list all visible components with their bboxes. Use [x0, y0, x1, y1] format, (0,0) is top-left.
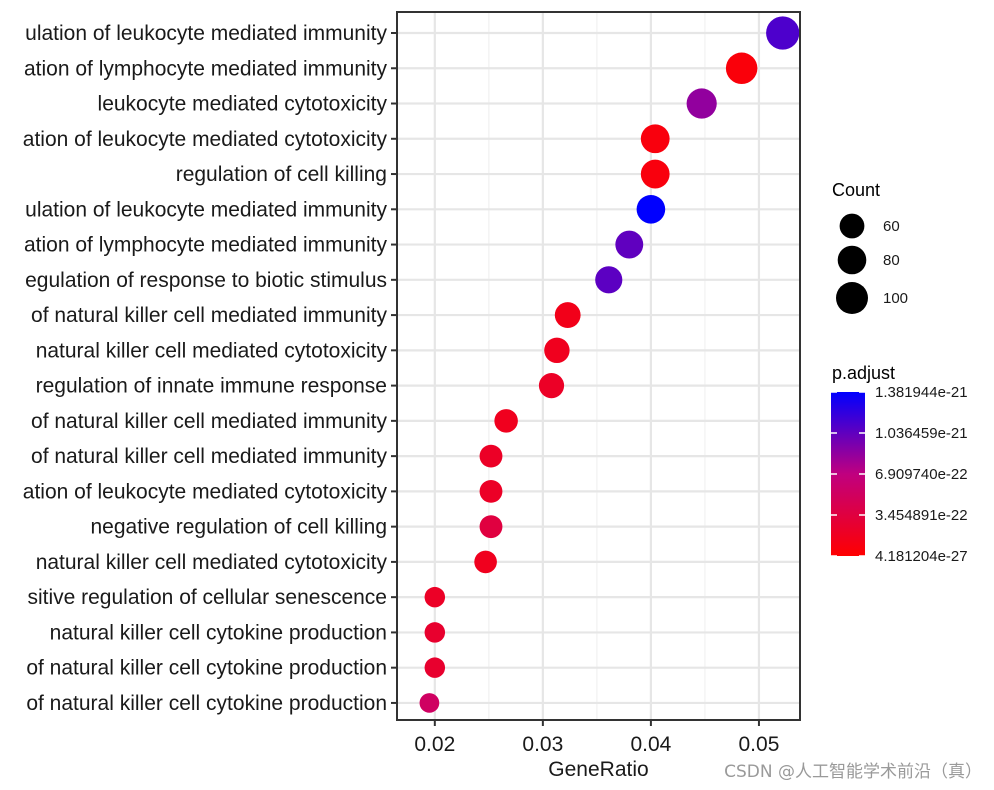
- x-tick-label: 0.03: [522, 733, 563, 756]
- panel-border: [396, 11, 801, 721]
- color-legend-label: 6.909740e-22: [875, 466, 968, 483]
- data-point: [479, 444, 503, 468]
- y-tick-label: regulation of cell killing: [176, 163, 387, 186]
- watermark: CSDN @人工智能学术前沿（真）: [724, 762, 982, 782]
- size-legend-key: [837, 245, 867, 275]
- size-legend-label: 60: [883, 218, 900, 235]
- y-tick-label: of natural killer cell mediated immunity: [31, 304, 387, 327]
- y-tick-label: natural killer cell mediated cytotoxicit…: [36, 551, 388, 574]
- size-legend-label: 100: [883, 290, 908, 307]
- data-point: [419, 693, 440, 713]
- data-point: [636, 194, 666, 224]
- size-legend-key: [836, 282, 868, 314]
- y-tick-label: of natural killer cell cytokine producti…: [26, 657, 387, 680]
- x-tick-label: 0.02: [414, 733, 455, 756]
- y-tick-label: ation of lymphocyte mediated immunity: [24, 57, 387, 80]
- y-tick-label: of natural killer cell cytokine producti…: [26, 692, 387, 715]
- y-tick-label: natural killer cell cytokine production: [50, 621, 387, 644]
- data-point: [595, 266, 623, 294]
- size-legend-label: 80: [883, 252, 900, 269]
- color-legend-label: 1.036459e-21: [875, 425, 968, 442]
- x-tick-label: 0.05: [739, 733, 780, 756]
- data-point: [766, 16, 800, 50]
- data-point: [479, 479, 503, 503]
- y-tick-label: ation of leukocyte mediated cytotoxicity: [23, 480, 388, 503]
- y-tick-label: ation of leukocyte mediated cytotoxicity: [23, 128, 388, 151]
- color-legend-title: p.adjust: [832, 363, 895, 383]
- y-tick-label: regulation of innate immune response: [36, 375, 387, 398]
- y-tick-label: ation of lymphocyte mediated immunity: [24, 234, 387, 257]
- data-point: [424, 622, 446, 643]
- data-point: [615, 230, 644, 259]
- y-tick-label: natural killer cell mediated cytotoxicit…: [36, 339, 388, 362]
- x-tick-label: 0.04: [630, 733, 671, 756]
- color-legend-label: 1.381944e-21: [875, 384, 968, 401]
- data-point: [544, 337, 570, 364]
- y-tick-label: egulation of response to biotic stimulus: [25, 269, 387, 292]
- data-point: [424, 657, 446, 678]
- data-point: [640, 159, 670, 189]
- data-point: [538, 373, 565, 399]
- y-tick-label: of natural killer cell mediated immunity: [31, 445, 387, 468]
- y-tick-label: negative regulation of cell killing: [90, 516, 387, 539]
- data-point: [494, 409, 518, 433]
- y-tick-label: of natural killer cell mediated immunity: [31, 410, 387, 433]
- data-point: [640, 124, 670, 154]
- size-legend-key: [839, 213, 865, 239]
- plot-area: ulation of leukocyte mediated immunity at…: [23, 11, 801, 781]
- data-point: [474, 550, 497, 574]
- data-point: [686, 88, 717, 119]
- size-legend-title: Count: [832, 180, 880, 200]
- y-tick-label: sitive regulation of cellular senescence: [27, 586, 387, 609]
- data-point: [479, 515, 503, 539]
- y-tick-label: leukocyte mediated cytotoxicity: [98, 93, 388, 116]
- color-legend-label: 4.181204e-27: [875, 548, 968, 565]
- data-point: [725, 52, 758, 85]
- y-tick-label: ulation of leukocyte mediated immunity: [25, 22, 387, 45]
- color-legend-label: 3.454891e-22: [875, 507, 968, 524]
- data-point: [554, 302, 581, 328]
- data-point: [424, 586, 446, 608]
- panel-background: [397, 12, 800, 720]
- y-tick-label: ulation of leukocyte mediated immunity: [25, 198, 387, 221]
- x-axis-title: GeneRatio: [548, 758, 648, 781]
